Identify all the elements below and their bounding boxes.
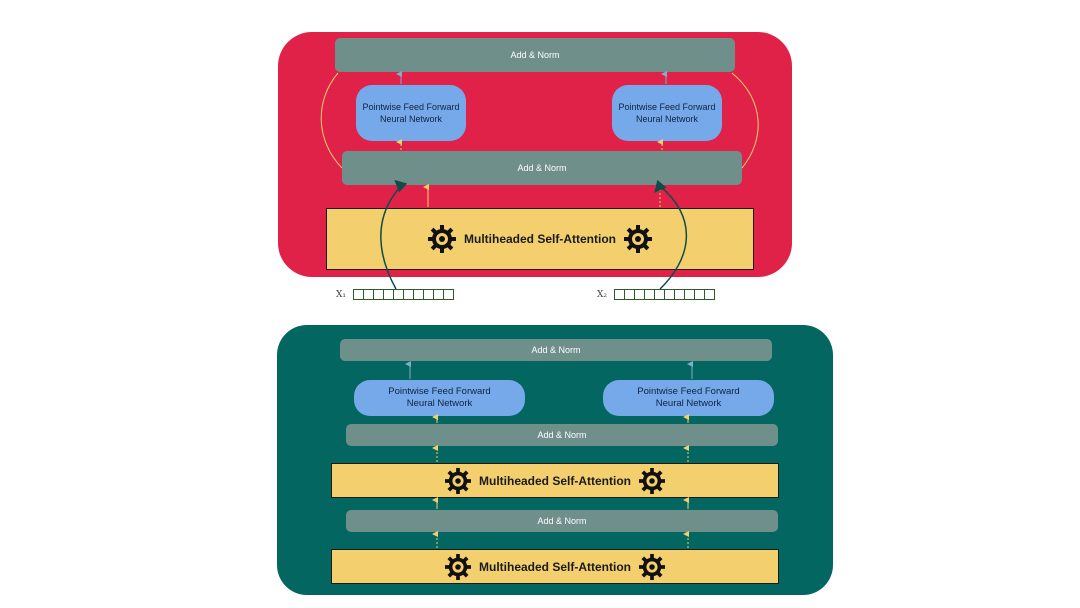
input-arrow: [654, 179, 687, 290]
ffn-label-line1: Pointwise Feed Forward: [637, 386, 740, 397]
top-ffn-right: Pointwise Feed Forward Neural Network: [612, 85, 722, 141]
gear-icon: [445, 553, 471, 580]
vector-cell: [434, 290, 444, 299]
vector-cell: [665, 290, 675, 299]
vector-cell: [615, 290, 625, 299]
vector-cell: [685, 290, 695, 299]
x1-label: X₁: [336, 290, 347, 300]
gear-icon: [428, 225, 456, 253]
vector-cell: [695, 290, 705, 299]
vector-cell: [374, 290, 384, 299]
top-ffn-left: Pointwise Feed Forward Neural Network: [356, 85, 466, 141]
vector-cell: [675, 290, 685, 299]
bottom-attention-block-upper: Multiheaded Self-Attention: [331, 463, 779, 498]
input-arrow: [380, 179, 408, 290]
vector-cell: [424, 290, 434, 299]
vector-cell: [414, 290, 424, 299]
vector-cell: [354, 290, 364, 299]
vector-cell: [635, 290, 645, 299]
vector-cell: [655, 290, 665, 299]
ffn-label-line2: Neural Network: [635, 114, 698, 124]
top-attention-block: Multiheaded Self-Attention: [326, 208, 754, 270]
ffn-label-line1: Pointwise Feed Forward: [388, 386, 491, 397]
attention-label: Multiheaded Self-Attention: [479, 473, 631, 488]
top-add-norm-upper: Add & Norm: [335, 38, 735, 72]
attention-label: Multiheaded Self-Attention: [479, 559, 631, 574]
gear-icon: [639, 553, 665, 580]
bottom-add-norm-top: Add & Norm: [340, 339, 772, 361]
ffn-label-line2: Neural Network: [379, 114, 442, 124]
bottom-add-norm-lower: Add & Norm: [346, 510, 778, 532]
bottom-ffn-left: Pointwise Feed Forward Neural Network: [354, 380, 525, 416]
gear-icon: [639, 467, 665, 494]
vector-cell: [384, 290, 394, 299]
residual-arrow: [731, 72, 759, 169]
bottom-add-norm-middle: Add & Norm: [346, 424, 778, 446]
x1-vector: [353, 289, 454, 300]
vector-cell: [364, 290, 374, 299]
top-add-norm-lower: Add & Norm: [342, 151, 742, 185]
x2-vector: [614, 289, 715, 300]
gear-icon: [624, 225, 652, 253]
vector-cell: [404, 290, 414, 299]
vector-cell: [645, 290, 655, 299]
residual-arrow: [320, 72, 343, 169]
x2-label: X₂: [597, 290, 608, 300]
bottom-ffn-right: Pointwise Feed Forward Neural Network: [603, 380, 774, 416]
bottom-attention-block-lower: Multiheaded Self-Attention: [331, 549, 779, 584]
vector-cell: [625, 290, 635, 299]
gear-icon: [445, 467, 471, 494]
ffn-label-line2: Neural Network: [406, 398, 473, 409]
vector-cell: [394, 290, 404, 299]
ffn-label-line1: Pointwise Feed Forward: [618, 102, 716, 112]
ffn-label-line1: Pointwise Feed Forward: [362, 102, 460, 112]
ffn-label-line2: Neural Network: [655, 398, 722, 409]
attention-label: Multiheaded Self-Attention: [464, 232, 616, 246]
